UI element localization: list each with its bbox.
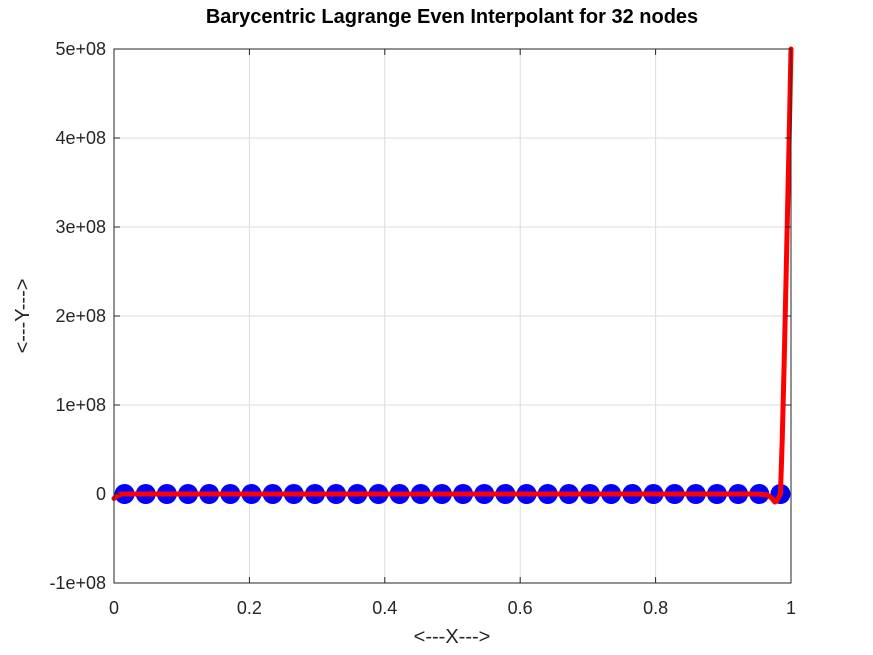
x-tick-label: 0.8: [643, 598, 668, 618]
x-axis-label: <---X--->: [414, 626, 491, 648]
y-tick-label: 0: [96, 484, 106, 504]
y-tick-label: 5e+08: [55, 39, 106, 59]
y-tick-label: 1e+08: [55, 395, 106, 415]
y-tick-label: 3e+08: [55, 217, 106, 237]
x-tick-label: 0: [109, 598, 119, 618]
x-tick-label: 0.2: [237, 598, 262, 618]
x-tick-label: 0.4: [372, 598, 397, 618]
y-tick-label: 4e+08: [55, 128, 106, 148]
y-tick-label: 2e+08: [55, 306, 106, 326]
chart-title: Barycentric Lagrange Even Interpolant fo…: [206, 6, 698, 28]
y-axis-label: <---Y--->: [12, 279, 34, 354]
y-tick-label: -1e+08: [49, 573, 106, 593]
x-tick-label: 1: [786, 598, 796, 618]
x-tick-label: 0.6: [508, 598, 533, 618]
